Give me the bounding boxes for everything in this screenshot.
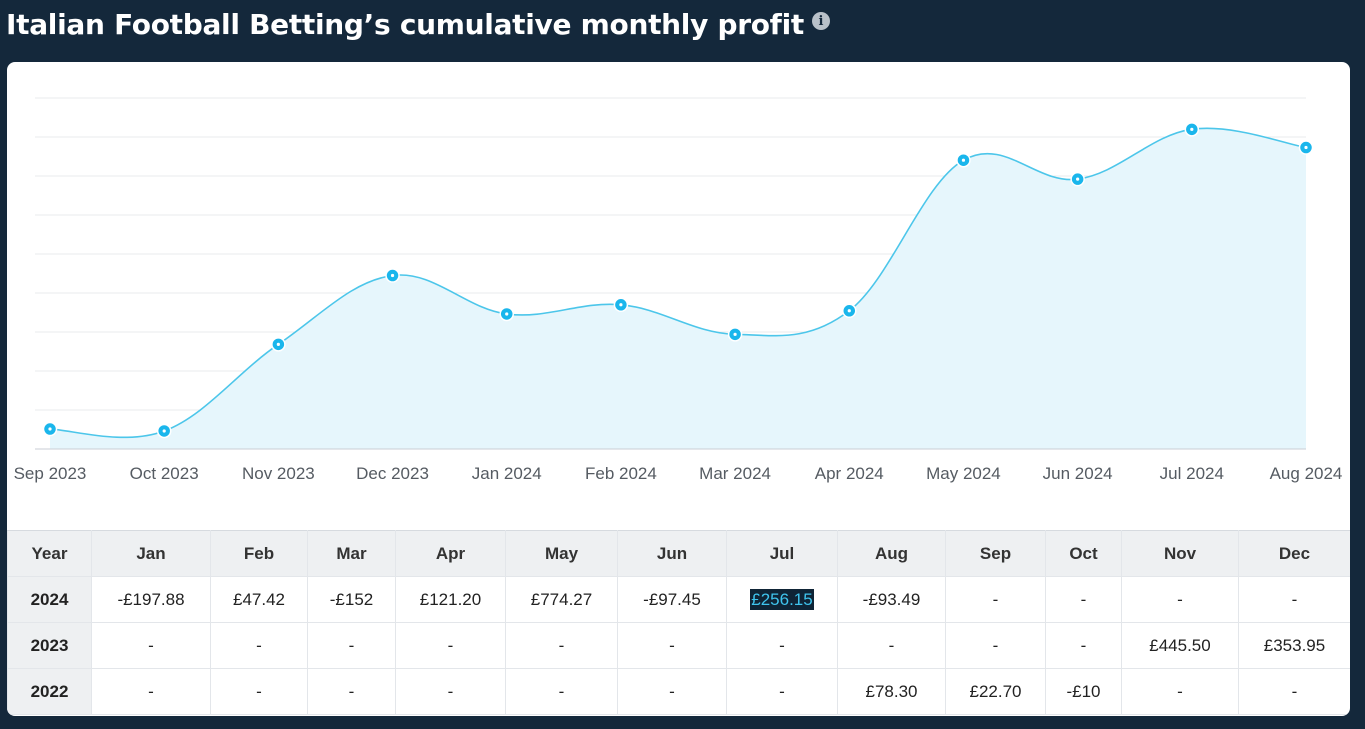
table-cell: -	[1121, 668, 1239, 715]
table-cell: -	[1238, 668, 1350, 715]
table-cell: -	[1045, 622, 1122, 669]
column-header-nov: Nov	[1121, 530, 1239, 577]
table-cell: -	[91, 622, 211, 669]
column-header-jan: Jan	[91, 530, 211, 577]
column-header-feb: Feb	[210, 530, 308, 577]
table-cell: -	[210, 668, 308, 715]
table-cell: -	[617, 668, 727, 715]
table-cell: £78.30	[837, 668, 946, 715]
table-cell: -	[617, 622, 727, 669]
table-cell: -	[945, 576, 1046, 623]
data-point-center	[1190, 127, 1194, 131]
data-point-center	[162, 429, 166, 433]
table-cell: -	[1238, 576, 1350, 623]
x-tick-label: Nov 2023	[242, 464, 315, 483]
row-year: 2023	[7, 622, 92, 669]
chart-card: Sep 2023 Oct 2023 Nov 2023 Dec 2023 Jan 2024…	[7, 62, 1350, 716]
column-header-apr: Apr	[395, 530, 506, 577]
table-cell: -	[307, 668, 396, 715]
table-body: 2024 -£197.88 £47.42 -£152 £121.20 £774.27 -£9…	[7, 576, 1350, 715]
data-point-center	[390, 273, 395, 278]
data-point-center	[48, 427, 52, 431]
column-header-may: May	[505, 530, 618, 577]
page-title: Italian Football Betting’s cumulative mo…	[6, 7, 804, 41]
table-cell: -	[91, 668, 211, 715]
table-cell: £353.95	[1238, 622, 1350, 669]
table-cell: -	[1045, 576, 1122, 623]
column-header-aug: Aug	[837, 530, 946, 577]
info-icon[interactable]: i	[811, 12, 830, 30]
x-tick-label: Jun 2024	[1043, 464, 1113, 483]
table-header-row: Year Jan Feb Mar Apr May Jun Jul Aug Sep Oct Nov Dec	[7, 530, 1350, 577]
table-cell: -	[395, 622, 506, 669]
profit-chart: Sep 2023 Oct 2023 Nov 2023 Dec 2023 Jan 2024…	[14, 97, 1343, 483]
table-cell: -	[1121, 576, 1239, 623]
table-cell: £22.70	[945, 668, 1046, 715]
table-cell: -£10	[1045, 668, 1122, 715]
table-cell: -	[945, 622, 1046, 669]
table-cell: -£93.49	[837, 576, 946, 623]
table-cell: -	[505, 668, 618, 715]
data-point-center	[505, 312, 509, 316]
data-point-center	[1304, 145, 1308, 150]
column-header-oct: Oct	[1045, 530, 1122, 577]
table-cell: -	[395, 668, 506, 715]
table-row: 2024 -£197.88 £47.42 -£152 £121.20 £774.27 -£9…	[7, 576, 1350, 623]
x-tick-label: Mar 2024	[699, 464, 771, 483]
x-tick-label: May 2024	[926, 464, 1001, 483]
area-fill	[50, 128, 1306, 449]
column-header-jun: Jun	[617, 530, 727, 577]
x-tick-label: Oct 2023	[130, 464, 199, 483]
table-cell: -	[726, 668, 838, 715]
table-cell: -	[307, 622, 396, 669]
x-tick-label: Aug 2024	[1270, 464, 1343, 483]
highlighted-value: £256.15	[750, 588, 814, 610]
x-tick-label: Jul 2024	[1160, 464, 1224, 483]
data-point-center	[847, 309, 851, 313]
data-point-center	[961, 158, 966, 162]
table-cell: £445.50	[1121, 622, 1239, 669]
table-cell: £256.15	[726, 576, 838, 623]
table-cell: -	[837, 622, 946, 669]
table-cell: -	[210, 622, 308, 669]
row-year: 2022	[7, 668, 92, 715]
x-tick-label: Apr 2024	[815, 464, 884, 483]
title-bar: Italian Football Betting’s cumulative mo…	[6, 4, 830, 44]
column-header-year: Year	[7, 530, 92, 577]
column-header-sep: Sep	[945, 530, 1046, 577]
column-header-mar: Mar	[307, 530, 396, 577]
table-cell: -£197.88	[91, 576, 211, 623]
monthly-table: Year Jan Feb Mar Apr May Jun Jul Aug Sep Oct Nov Dec…	[7, 530, 1350, 715]
data-point-center	[733, 332, 737, 336]
x-tick-label: Sep 2023	[14, 464, 87, 483]
data-point-center	[1076, 177, 1080, 181]
x-tick-label: Dec 2023	[356, 464, 429, 483]
table-cell: £121.20	[395, 576, 506, 623]
x-tick-label: Feb 2024	[585, 464, 657, 483]
table-cell: -£152	[307, 576, 396, 623]
table-cell: -£97.45	[617, 576, 727, 623]
x-tick-label: Jan 2024	[472, 464, 542, 483]
column-header-jul: Jul	[726, 530, 838, 577]
table-cell: -	[726, 622, 838, 669]
table-cell: £47.42	[210, 576, 308, 623]
data-points	[42, 122, 1314, 439]
table-cell: £774.27	[505, 576, 618, 623]
data-point-center	[276, 342, 280, 346]
column-header-dec: Dec	[1238, 530, 1350, 577]
row-year: 2024	[7, 576, 92, 623]
x-axis-labels: Sep 2023 Oct 2023 Nov 2023 Dec 2023 Jan 2024…	[14, 464, 1343, 483]
table-row: 2022- - - - - - - £78.30 £22.70 -£10- -	[7, 668, 1350, 715]
table-cell: -	[505, 622, 618, 669]
table-row: 2023- - - - - - - - - - £445.50 £353.95	[7, 622, 1350, 669]
data-point-center	[619, 303, 623, 307]
